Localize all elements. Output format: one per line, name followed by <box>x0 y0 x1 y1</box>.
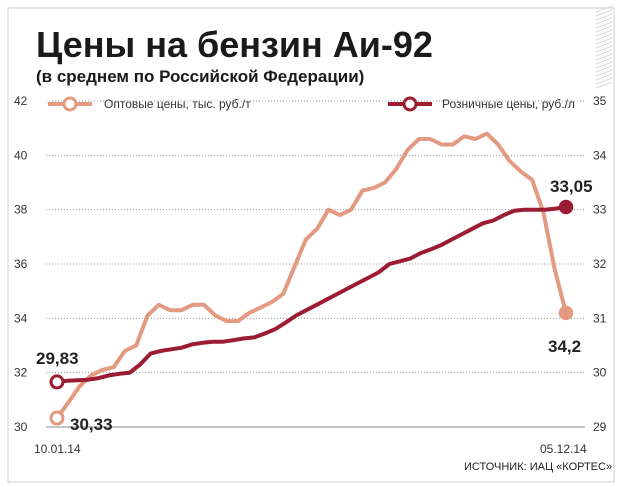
frame-hatch <box>595 53 613 61</box>
y-left-tick-label: 36 <box>14 257 28 271</box>
series-line-retail-start-marker <box>49 374 65 390</box>
y-left-tick-label: 42 <box>14 94 28 108</box>
y-axis-left: 30 32 34 36 38 40 42 <box>14 94 28 434</box>
grid <box>46 100 585 428</box>
y-left-tick-label: 40 <box>14 148 28 162</box>
series-lines <box>55 131 568 420</box>
frame-hatch <box>595 57 613 65</box>
y-right-tick-label: 35 <box>593 94 607 108</box>
legend-label-retail: Розничные цены, руб./л <box>442 97 575 111</box>
y-right-tick-label: 31 <box>593 311 607 325</box>
data-label-wholesale-start: 30,33 <box>70 415 113 434</box>
frame-border <box>7 7 615 483</box>
frame-hatch <box>595 77 613 85</box>
x-label-end: 05.12.14 <box>540 442 587 456</box>
legend: Оптовые цены, тыс. руб./т Розничные цены… <box>48 96 575 112</box>
endpoint-markers <box>49 199 574 426</box>
series-line-wholesale <box>55 131 568 420</box>
series-line-wholesale-start-marker <box>49 410 65 426</box>
frame-hatch <box>595 37 613 45</box>
y-right-tick-label: 32 <box>593 257 607 271</box>
frame-hatch <box>595 49 613 57</box>
y-right-tick-label: 33 <box>593 203 607 217</box>
frame-hatch <box>595 13 613 21</box>
frame-hatch <box>595 69 613 77</box>
legend-item-retail: Розничные цены, руб./л <box>388 96 575 112</box>
frame-hatch <box>595 9 613 17</box>
y-axis-right: 29 30 31 32 33 34 35 <box>593 94 607 434</box>
y-left-tick-label: 32 <box>14 366 28 380</box>
frame-hatch <box>595 5 613 13</box>
y-left-tick-label: 34 <box>14 311 28 325</box>
frame-hatch <box>595 45 613 53</box>
frame-hatch <box>595 17 613 25</box>
series-line-wholesale-end-marker <box>558 305 574 321</box>
y-right-tick-label: 30 <box>593 366 607 380</box>
frame-hatch <box>595 41 613 49</box>
y-left-tick-label: 30 <box>14 420 28 434</box>
chart-title: Цены на бензин Аи-92 <box>36 24 433 65</box>
y-right-tick-label: 34 <box>593 148 607 162</box>
source-note: ИСТОЧНИК: ИАЦ «КОРТЕС» <box>464 461 612 473</box>
series-line-retail-end-marker <box>558 199 574 215</box>
legend-item-wholesale: Оптовые цены, тыс. руб./т <box>48 96 251 112</box>
frame-hatch <box>595 29 613 37</box>
frame-hatch <box>595 61 613 69</box>
data-label-retail-end: 33,05 <box>550 177 593 196</box>
frame-hatch <box>595 33 613 41</box>
frame-hatch <box>595 73 613 81</box>
data-label-wholesale-end: 34,2 <box>548 337 581 356</box>
x-label-start: 10.01.14 <box>34 442 81 456</box>
y-left-tick-label: 38 <box>14 203 28 217</box>
series-line-retail <box>55 205 568 384</box>
frame-hatch <box>595 65 613 73</box>
y-right-tick-label: 29 <box>593 420 607 434</box>
frame-decoration <box>7 5 615 483</box>
frame-hatch <box>595 81 613 89</box>
frame-hatch <box>595 25 613 33</box>
chart-subtitle: (в среднем по Российской Федерации) <box>36 67 364 86</box>
frame-hatch <box>595 21 613 29</box>
legend-label-wholesale: Оптовые цены, тыс. руб./т <box>104 97 251 111</box>
data-label-retail-start: 29,83 <box>36 349 79 368</box>
